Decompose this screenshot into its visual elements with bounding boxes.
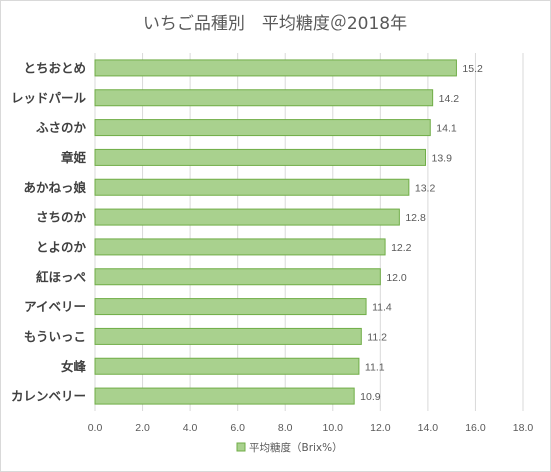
category-label: アイベリー [24, 299, 86, 314]
data-label: 15.2 [462, 63, 483, 75]
bar [94, 89, 434, 107]
x-tick-label: 6.0 [230, 422, 245, 434]
bar [94, 119, 431, 137]
legend: 平均糖度（Brix%） [236, 441, 343, 454]
x-tick-label: 12.0 [370, 422, 391, 434]
bar [94, 208, 400, 226]
data-label: 11.4 [372, 302, 392, 314]
bar [94, 148, 427, 166]
gridlines [94, 53, 524, 411]
bar [94, 268, 381, 286]
bars [94, 59, 457, 405]
data-label: 12.2 [391, 242, 412, 254]
value-labels: 15.2 14.2 14.1 13.9 13.2 12.8 12.2 12.0 11.4 11.2… [360, 63, 483, 403]
category-label: 章姫 [61, 150, 87, 165]
category-label: とよのか [36, 239, 87, 254]
bar [94, 178, 410, 196]
data-label: 11.2 [367, 331, 387, 343]
bar [94, 387, 355, 405]
legend-swatch [236, 442, 246, 452]
data-label: 10.9 [360, 391, 381, 403]
data-label: 12.0 [386, 272, 407, 284]
bar [94, 327, 362, 345]
bar [94, 357, 360, 375]
x-tick-label: 4.0 [183, 422, 198, 434]
category-label: レッドパール [11, 90, 87, 105]
x-tick-label: 18.0 [513, 422, 534, 434]
data-label: 11.1 [365, 361, 385, 373]
bar [94, 298, 367, 316]
x-tick-label: 14.0 [418, 422, 439, 434]
bar [94, 238, 386, 256]
chart-title: いちご品種別 平均糖度＠2018年 [143, 14, 407, 34]
category-labels: とちおとめレッドパールふさのか章姫あかねっ娘さちのかとよのか紅ほっぺアイベリーも… [11, 60, 87, 403]
category-label: カレンベリー [11, 389, 86, 404]
data-label: 12.8 [405, 212, 426, 224]
category-label: さちのか [36, 210, 87, 225]
category-label: 女峰 [61, 359, 87, 374]
x-tick-label: 16.0 [465, 422, 486, 434]
legend-label: 平均糖度（Brix%） [249, 441, 343, 454]
bar [94, 59, 457, 77]
x-axis-ticks: 0.0 2.0 4.0 6.0 8.0 10.0 12.0 14.0 16.0 18.0 [88, 422, 534, 434]
x-tick-label: 0.0 [88, 422, 103, 434]
x-tick-label: 10.0 [323, 422, 344, 434]
data-label: 14.2 [439, 93, 460, 105]
data-label: 13.2 [415, 182, 436, 194]
category-label: あかねっ娘 [23, 180, 86, 195]
x-tick-label: 8.0 [278, 422, 293, 434]
data-label: 14.1 [436, 123, 457, 135]
category-label: もういっこ [24, 329, 86, 344]
data-label: 13.9 [432, 152, 453, 164]
category-label: 紅ほっぺ [36, 269, 87, 284]
category-label: ふさのか [36, 120, 87, 135]
category-label: とちおとめ [23, 60, 86, 75]
x-tick-label: 2.0 [135, 422, 150, 434]
